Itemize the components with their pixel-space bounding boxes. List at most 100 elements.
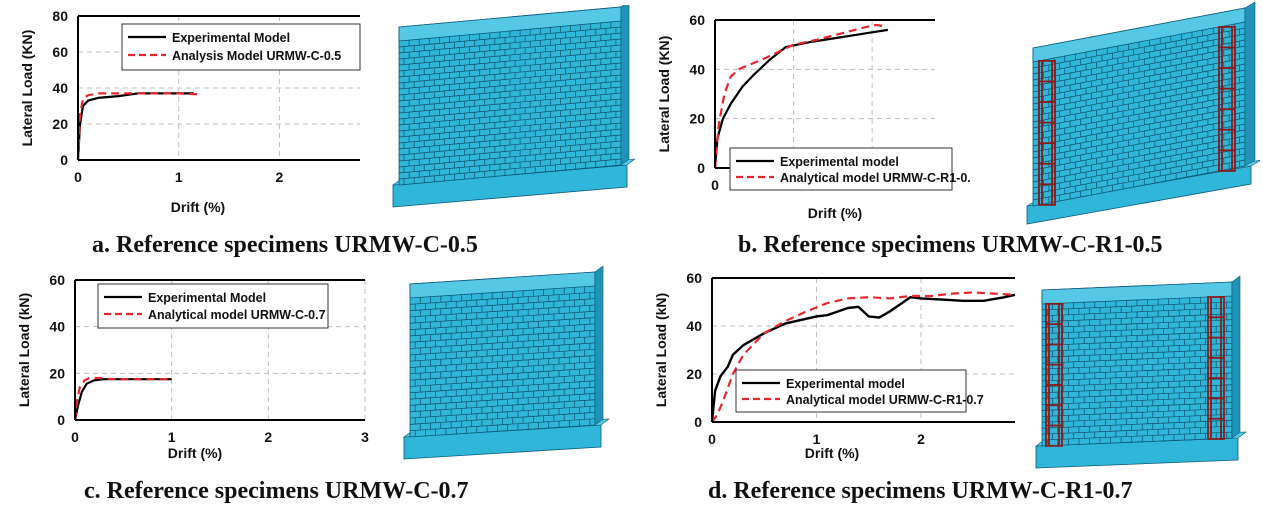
brick-course-line: [409, 298, 596, 311]
y-tick-label: 40: [686, 318, 702, 334]
y-tick-label: 0: [694, 414, 702, 430]
brick-course-line: [409, 380, 596, 394]
chart-c-legend: Experimental Model Analytical model URMW-…: [97, 283, 329, 329]
x-tick-label: 0: [711, 177, 719, 193]
y-tick-label: 80: [52, 8, 68, 24]
x-tick-label: 3: [361, 429, 369, 445]
x-tick-label: 2: [264, 429, 272, 445]
chart-a-axes: 0 20 40 60 80 0 1 2 Drift (%) Lateral Load (KN): [19, 8, 360, 215]
y-tick-label: 0: [697, 160, 705, 176]
chart-a-legend: Experimental Model Analysis Model URMW-C-…: [121, 23, 361, 71]
legend-label: Analytical model URMW-C-R1-0.5: [780, 171, 970, 185]
legend-label: Analytical model URMW-C-R1-0.7: [786, 393, 984, 407]
wall-model-d: [1035, 275, 1247, 469]
y-tick-label: 40: [49, 319, 65, 335]
analysis-series-line: [711, 291, 1016, 423]
wall-model-b: [1026, 1, 1260, 225]
tie-column-right: [1218, 26, 1236, 172]
caption-c: c. Reference specimens URMW-C-0.7: [84, 478, 469, 504]
legend-label: Experimental Model: [148, 291, 266, 305]
chart-d-legend: Experimental model Analytical model URMW-…: [735, 369, 984, 413]
wall-body: [403, 265, 610, 460]
legend-label: Experimental model: [780, 155, 899, 169]
brick-course-line: [409, 361, 596, 375]
wall-model-c: [403, 265, 610, 460]
x-tick-label: 1: [168, 429, 176, 445]
chart-b-grid: [715, 19, 935, 168]
y-axis-label: Lateral Load (kN): [653, 293, 669, 407]
chart-c-series: [73, 376, 172, 421]
brick-course-line: [409, 342, 596, 356]
wall-body: [1035, 275, 1247, 469]
legend-label: Experimental Model: [172, 31, 290, 45]
chart-d: 0 20 40 60 0 1 2 Drift (%) Lateral Load (kN) Exp…: [653, 270, 1016, 461]
y-tick-label: 0: [57, 412, 65, 428]
brick-course-line: [409, 374, 596, 387]
chart-a: 0 20 40 60 80 0 1 2 Drift (%) Lateral Load (KN) E…: [19, 8, 361, 215]
y-axis-label: Lateral Load (kN): [16, 293, 32, 407]
y-tick-label: 60: [686, 270, 702, 286]
y-axis-label: Lateral Load (KN): [19, 30, 35, 147]
y-tick-label: 40: [689, 61, 705, 77]
legend-label: Experimental model: [786, 377, 905, 391]
experimental-series-line: [710, 293, 1016, 423]
y-tick-label: 60: [49, 272, 65, 288]
wall-side: [620, 5, 630, 166]
x-tick-label: 0: [708, 431, 716, 447]
x-tick-label: 1: [813, 431, 821, 447]
chart-a-series: [76, 92, 199, 161]
x-tick-label: 2: [276, 169, 284, 185]
legend-label: Analytical model URMW-C-0.7: [148, 308, 326, 322]
x-axis-label: Drift (%): [808, 205, 862, 221]
x-axis-label: Drift (%): [805, 445, 859, 461]
experimental-series-line: [76, 92, 194, 161]
chart-b-series: [713, 23, 889, 169]
x-axis-label: Drift (%): [171, 199, 225, 215]
tie-columns: [1038, 26, 1236, 206]
legend-box: [97, 283, 329, 329]
legend-label: Analysis Model URMW-C-0.5: [172, 49, 341, 63]
legend-box: [735, 369, 967, 413]
tie-column-left: [1045, 302, 1063, 447]
chart-d-axes: 0 20 40 60 0 1 2 Drift (%) Lateral Load (kN): [653, 270, 1015, 461]
y-tick-label: 60: [52, 44, 68, 60]
caption-b: b. Reference specimens URMW-C-R1-0.5: [738, 232, 1163, 258]
chart-c: 0 20 40 60 0 1 2 3 Drift (%) Lateral Load (kN) Ex…: [16, 272, 369, 461]
wall-body: [1026, 1, 1260, 225]
y-tick-label: 20: [52, 116, 68, 132]
chart-d-series: [710, 291, 1016, 423]
tie-column-left: [1038, 59, 1056, 206]
tie-columns: [1045, 296, 1225, 447]
y-tick-label: 40: [52, 80, 68, 96]
wall-model-a: [391, 5, 635, 208]
chart-c-axes: 0 20 40 60 0 1 2 3 Drift (%) Lateral Load (kN): [16, 272, 369, 461]
brick-pattern: [398, 21, 622, 185]
analysis-series-line: [73, 376, 172, 421]
y-tick-label: 60: [689, 12, 705, 28]
caption-a: a. Reference specimens URMW-C-0.5: [92, 232, 478, 258]
brick-pattern: [409, 286, 596, 437]
caption-d: d. Reference specimens URMW-C-R1-0.7: [708, 478, 1133, 504]
y-tick-label: 20: [49, 365, 65, 381]
experimental-series-line: [713, 28, 889, 169]
x-tick-label: 2: [917, 431, 925, 447]
wall-side: [594, 265, 604, 426]
y-tick-label: 20: [689, 111, 705, 127]
x-tick-label: 0: [71, 429, 79, 445]
legend-box: [121, 23, 361, 71]
y-axis-label: Lateral Load (KN): [656, 36, 672, 153]
wall-body: [391, 5, 635, 208]
legend-box: [729, 147, 953, 191]
x-tick-label: 0: [74, 169, 82, 185]
y-tick-label: 20: [686, 366, 702, 382]
tie-column-right: [1207, 296, 1225, 440]
x-axis-label: Drift (%): [168, 445, 222, 461]
analysis-series-line: [713, 23, 885, 169]
analysis-series-line: [76, 92, 199, 161]
wall-side: [1231, 275, 1241, 439]
chart-b-legend: Experimental model Analytical model URMW-…: [729, 147, 970, 191]
experimental-series-line: [73, 378, 172, 421]
x-tick-label: 1: [175, 169, 183, 185]
y-tick-label: 0: [60, 152, 68, 168]
